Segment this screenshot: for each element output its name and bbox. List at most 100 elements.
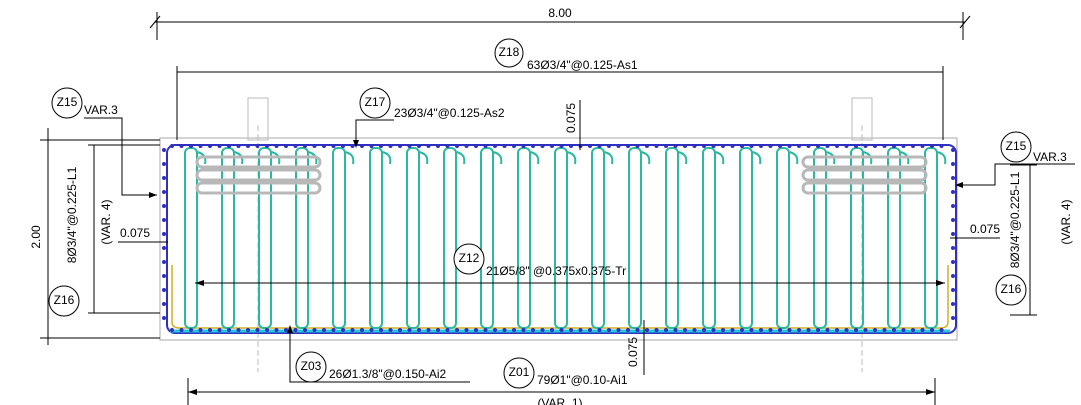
- rebar-dot: [236, 144, 241, 148]
- rebar-dot: [816, 328, 820, 332]
- rebar-dot: [806, 144, 811, 148]
- rebar-dot: [654, 144, 659, 148]
- stirrup-hook: [788, 151, 799, 165]
- rebar-dot: [597, 144, 602, 148]
- rebar-dot: [759, 144, 763, 148]
- rebar-dot: [559, 144, 564, 148]
- rebar-dot: [951, 204, 955, 208]
- rebar-dot: [350, 144, 355, 148]
- rebar-dot: [882, 328, 887, 332]
- rebar-dot: [616, 328, 621, 332]
- stirrup-hook: [418, 151, 429, 165]
- rebar-dot: [578, 328, 583, 332]
- stirrup: [628, 147, 642, 329]
- hairpin: [195, 155, 322, 169]
- lifting-hook: [247, 97, 269, 141]
- rebar-dot: [322, 328, 326, 332]
- rebar-dot: [569, 144, 573, 148]
- rebar-dot: [274, 144, 279, 148]
- rebar-dot: [255, 144, 260, 148]
- stirrup-hook: [529, 151, 540, 165]
- rebar-dot: [768, 144, 773, 148]
- stirrup: [702, 147, 716, 329]
- stirrup-hook: [677, 151, 688, 165]
- rebar-dot: [303, 328, 307, 332]
- rebar-dot: [417, 144, 421, 148]
- rebar-dot: [331, 328, 336, 332]
- dimension-text: 2.00: [29, 225, 43, 249]
- rebar-dot: [350, 328, 355, 332]
- rebar-dot: [426, 328, 431, 332]
- rebar-dot: [951, 288, 955, 292]
- rebar-dot: [863, 144, 868, 148]
- rebar-dot: [835, 328, 839, 332]
- bar-spec: VAR.3: [84, 103, 118, 117]
- rebar-dot: [873, 328, 877, 332]
- rebar-dot: [873, 144, 877, 148]
- rebar-dot: [882, 144, 887, 148]
- rebar-dot: [227, 144, 231, 148]
- cover-text: 0.075: [970, 222, 1000, 236]
- rebar-dot: [407, 328, 412, 332]
- rebar-dot: [369, 328, 374, 332]
- stirrup: [850, 147, 864, 329]
- rebar-dot: [892, 328, 896, 332]
- tag-circle: [359, 87, 391, 119]
- rebar-dot: [388, 328, 393, 332]
- rebar-dot: [559, 328, 564, 332]
- rebar-dot: [702, 328, 706, 332]
- rebar-dot: [892, 144, 896, 148]
- stirrup: [258, 147, 272, 329]
- rebar-dot: [531, 328, 535, 332]
- rebar-dot: [607, 144, 611, 148]
- rebar-dot: [426, 144, 431, 148]
- tag: Z15: [1006, 139, 1027, 153]
- rebar-dot: [939, 144, 944, 148]
- rebar-dot: [464, 144, 469, 148]
- leader: [289, 327, 470, 383]
- rebar-dot: [854, 328, 858, 332]
- stirrup-hook: [751, 151, 762, 165]
- rebar-dot: [711, 328, 716, 332]
- rebar-dot: [721, 328, 725, 332]
- rebar-dot: [901, 144, 906, 148]
- hairpin: [195, 181, 322, 195]
- bar-spec: 63Ø3/4"@0.125-As1: [527, 58, 638, 72]
- rebar-dot: [303, 144, 307, 148]
- rebar-dot: [208, 144, 212, 148]
- rebar-dot: [664, 144, 668, 148]
- stirrup: [665, 147, 679, 329]
- tag: Z16: [1001, 282, 1022, 296]
- rebar-dot: [664, 328, 668, 332]
- rebar-dot: [162, 274, 166, 278]
- rebar-dot: [198, 328, 203, 332]
- rebar-dot: [293, 328, 298, 332]
- rebar-dot: [464, 328, 469, 332]
- rebar-dot: [825, 144, 830, 148]
- rebar-dot: [844, 144, 849, 148]
- stirrup: [554, 147, 568, 329]
- stirrup-hook: [344, 151, 355, 165]
- rebar-dot: [901, 328, 906, 332]
- rebar-dot: [436, 328, 440, 332]
- stirrup-hook: [603, 151, 614, 165]
- leader: [355, 119, 394, 146]
- rebar-dot: [369, 144, 374, 148]
- rebar-dot: [588, 328, 592, 332]
- rebar-dot: [749, 144, 754, 148]
- rebar-dot: [692, 144, 697, 148]
- rebar-dot: [951, 218, 955, 222]
- rebar-dot: [265, 328, 269, 332]
- tag: Z15: [57, 95, 78, 109]
- dimension-text: 8.00: [548, 6, 572, 20]
- stirrup-hook: [640, 151, 651, 165]
- rebar-dot: [502, 328, 507, 332]
- rebar-dot: [607, 328, 611, 332]
- bar-spec: 8Ø3/4"@0.225-L1: [65, 166, 79, 263]
- rebar-dot: [312, 144, 317, 148]
- rebar-dot: [162, 176, 166, 180]
- cover-text: 0.075: [626, 337, 640, 367]
- leader: [84, 117, 157, 196]
- rebar-dot: [521, 328, 526, 332]
